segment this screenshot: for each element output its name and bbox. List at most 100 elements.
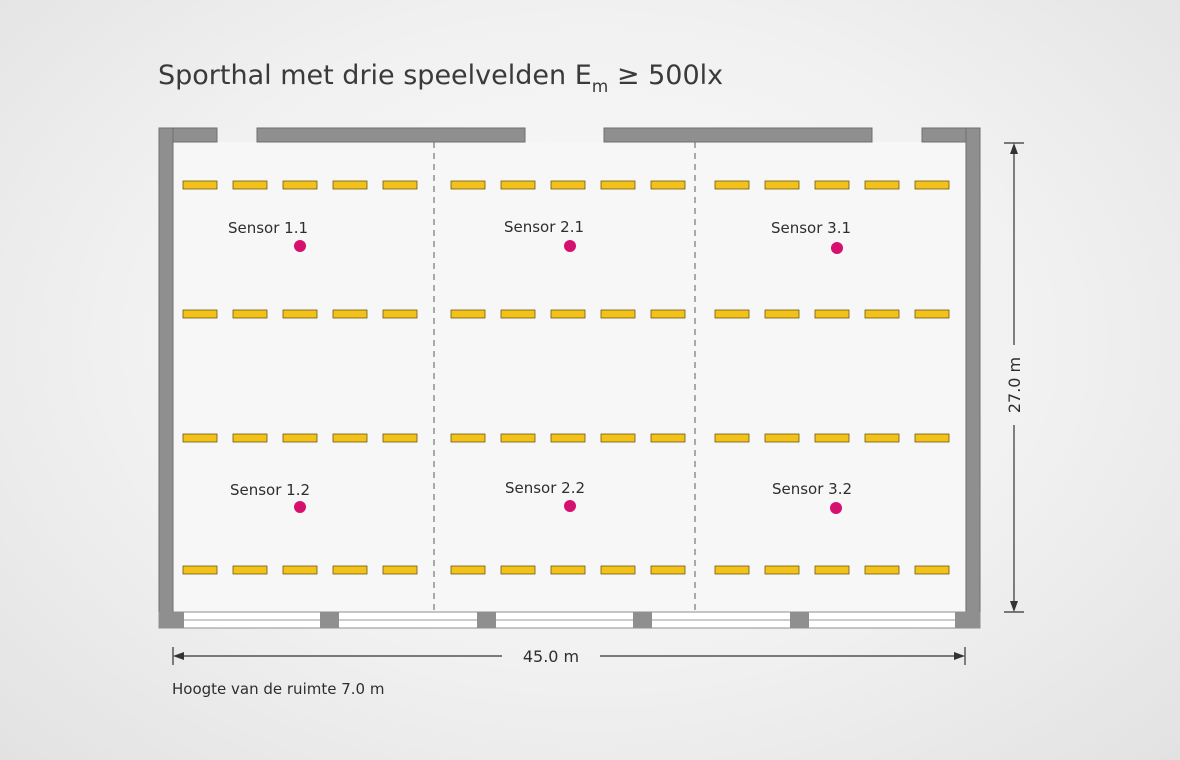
luminaire xyxy=(814,565,850,575)
luminaire xyxy=(550,565,586,575)
luminaire xyxy=(550,433,586,443)
luminaire xyxy=(764,309,800,319)
sensor-1-2: Sensor 1.2 xyxy=(230,481,310,513)
hall-floor xyxy=(173,142,965,614)
luminaire xyxy=(500,309,536,319)
luminaire xyxy=(714,309,750,319)
dim-arrow-up xyxy=(1010,143,1018,154)
luminaire xyxy=(550,309,586,319)
luminaire xyxy=(600,180,636,190)
luminaire xyxy=(332,309,368,319)
luminaire xyxy=(650,309,686,319)
sensor-2-1: Sensor 2.1 xyxy=(504,218,584,252)
sensor-dot xyxy=(564,240,576,252)
window-pillar xyxy=(955,612,980,628)
luminaire xyxy=(550,180,586,190)
wall-top-segment-1 xyxy=(256,127,526,143)
dim-arrow-left xyxy=(173,652,184,660)
wall-top-segment-2 xyxy=(603,127,873,143)
luminaire xyxy=(232,180,268,190)
window-pillar xyxy=(320,612,339,628)
luminaire xyxy=(182,433,218,443)
luminaire xyxy=(914,180,950,190)
luminaire xyxy=(232,433,268,443)
luminaire xyxy=(600,433,636,443)
window-pillar xyxy=(159,612,184,628)
luminaire xyxy=(332,433,368,443)
luminaire xyxy=(182,180,218,190)
luminaire xyxy=(450,309,486,319)
luminaire xyxy=(814,433,850,443)
sensor-label: Sensor 3.2 xyxy=(772,480,852,498)
sensor-3-2: Sensor 3.2 xyxy=(772,480,852,514)
sensor-dot xyxy=(294,240,306,252)
width-dimension-label: 45.0 m xyxy=(523,647,579,666)
luminaire xyxy=(500,433,536,443)
luminaire xyxy=(764,565,800,575)
window-pillar xyxy=(633,612,652,628)
sensor-label: Sensor 1.1 xyxy=(228,219,308,237)
window-pillar xyxy=(790,612,809,628)
sensor-dot xyxy=(830,502,842,514)
luminaire xyxy=(914,309,950,319)
height-dimension xyxy=(1004,142,1024,613)
luminaire xyxy=(864,433,900,443)
sensor-dot xyxy=(831,242,843,254)
sensor-dot xyxy=(564,500,576,512)
height-dimension-label: 27.0 m xyxy=(1005,357,1024,413)
hall-walls xyxy=(158,127,981,629)
luminaire xyxy=(914,565,950,575)
luminaire xyxy=(282,565,318,575)
luminaire xyxy=(282,309,318,319)
luminaire xyxy=(864,565,900,575)
sensor-2-2: Sensor 2.2 xyxy=(505,479,585,512)
luminaire xyxy=(714,565,750,575)
luminaire xyxy=(332,565,368,575)
sensor-label: Sensor 2.1 xyxy=(504,218,584,236)
luminaire xyxy=(382,433,418,443)
dim-arrow-down xyxy=(1010,601,1018,612)
luminaire xyxy=(650,433,686,443)
luminaire xyxy=(332,180,368,190)
luminaire xyxy=(282,180,318,190)
wall-right xyxy=(965,127,981,629)
luminaire xyxy=(500,180,536,190)
wall-left xyxy=(158,127,174,629)
luminaire xyxy=(232,309,268,319)
luminaire xyxy=(764,433,800,443)
luminaire xyxy=(864,180,900,190)
luminaire xyxy=(764,180,800,190)
luminaire xyxy=(182,309,218,319)
window-pillar xyxy=(477,612,496,628)
luminaire xyxy=(814,180,850,190)
diagram-title: Sporthal met drie speelvelden Em ≥ 500lx xyxy=(158,60,723,97)
luminaire xyxy=(450,565,486,575)
luminaire xyxy=(650,180,686,190)
luminaire xyxy=(500,565,536,575)
sensor-label: Sensor 1.2 xyxy=(230,481,310,499)
luminaire xyxy=(182,565,218,575)
luminaire xyxy=(382,309,418,319)
sensor-label: Sensor 3.1 xyxy=(771,219,851,237)
dim-arrow-right xyxy=(954,652,965,660)
window-wall xyxy=(158,611,981,629)
sensors: Sensor 1.1 Sensor 2.1 Sensor 3.1 Sensor … xyxy=(228,218,852,514)
width-dimension xyxy=(172,647,966,665)
sensor-dot xyxy=(294,501,306,513)
sensor-label: Sensor 2.2 xyxy=(505,479,585,497)
luminaire xyxy=(450,180,486,190)
luminaire xyxy=(600,309,636,319)
luminaire xyxy=(382,565,418,575)
luminaire xyxy=(714,433,750,443)
sensor-3-1: Sensor 3.1 xyxy=(771,219,851,254)
luminaire xyxy=(650,565,686,575)
luminaire xyxy=(282,433,318,443)
luminaire xyxy=(232,565,268,575)
room-height-note: Hoogte van de ruimte 7.0 m xyxy=(172,680,384,698)
luminaire xyxy=(864,309,900,319)
luminaire xyxy=(714,180,750,190)
luminaire xyxy=(450,433,486,443)
sensor-1-1: Sensor 1.1 xyxy=(228,219,308,252)
luminaire xyxy=(914,433,950,443)
